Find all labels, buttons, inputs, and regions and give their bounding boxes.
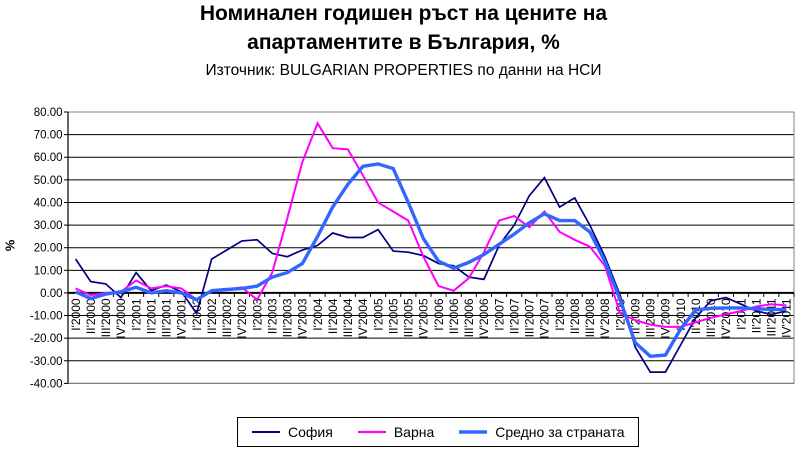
- x-tick-label: II'2002: [205, 298, 219, 334]
- x-tick-label: IV'2003: [296, 298, 310, 339]
- x-tick-label: IV'2001: [175, 298, 189, 339]
- x-tick-label: III'2004: [341, 298, 355, 337]
- y-axis-title: %: [2, 239, 18, 252]
- x-tick-label: II'2008: [568, 298, 582, 334]
- x-tick-label: I'2004: [311, 298, 325, 331]
- x-tick-label: IV'2007: [538, 298, 552, 339]
- x-tick-label: I'2001: [129, 298, 143, 331]
- legend-label-varna: Варна: [393, 424, 435, 440]
- y-tick-label: 80.00: [34, 107, 63, 119]
- x-tick-label: II'2004: [326, 298, 340, 334]
- x-tick-label: III'2003: [281, 298, 295, 337]
- x-tick-label: I'2005: [371, 298, 385, 331]
- y-tick-label: 70.00: [34, 130, 63, 142]
- x-tick-label: I'2008: [553, 298, 567, 331]
- y-tick-label: -30.00: [30, 356, 63, 368]
- x-tick-label: III'2008: [583, 298, 597, 337]
- x-tick-label: III'2009: [644, 298, 658, 337]
- y-tick-label: 0.00: [40, 288, 62, 300]
- y-tick-label: -40.00: [30, 378, 63, 390]
- series-line-Средно за страната: [74, 162, 787, 359]
- x-tick-label: II'2009: [628, 298, 642, 334]
- x-tick-label: II'2007: [507, 298, 521, 334]
- legend-label-sofia: София: [288, 424, 333, 440]
- x-tick-label: III'2002: [220, 298, 234, 337]
- x-tick-label: IV'2006: [477, 298, 491, 339]
- x-tick-label: I'2000: [69, 298, 83, 331]
- x-tick-label: IV'2002: [235, 298, 249, 339]
- x-tick-label: II'2003: [265, 298, 279, 334]
- x-tick-label: III'2007: [523, 298, 537, 337]
- x-tick-label: II'2011: [749, 298, 763, 333]
- y-tick-label: 60.00: [34, 152, 63, 164]
- chart-subtitle: Източник: BULGARIAN PROPERTIES по данни …: [205, 62, 602, 79]
- y-tick-label: 40.00: [34, 197, 63, 209]
- x-tick-label: III'2005: [402, 298, 416, 337]
- y-tick-label: 30.00: [34, 220, 63, 232]
- chart-title-line1: Номинален годишен ръст на цените на: [199, 2, 608, 25]
- x-tick-label: IV'2000: [114, 298, 128, 339]
- legend-swatch-sofia: [252, 431, 280, 433]
- legend-item-varna: Варна: [357, 424, 434, 440]
- legend-swatch-average: [459, 430, 488, 434]
- x-tick-label: I'2006: [432, 298, 446, 331]
- x-tick-label: IV'2008: [598, 298, 612, 339]
- legend-swatch-varna: [357, 430, 386, 434]
- y-tick-label: -20.00: [30, 333, 63, 345]
- x-tick-label: III'2000: [99, 298, 113, 337]
- x-tick-label: II'2005: [386, 298, 400, 334]
- y-tick-label: 10.00: [34, 265, 63, 277]
- x-tick-label: III'2001: [160, 298, 174, 337]
- y-tick-label: 50.00: [34, 175, 63, 187]
- x-tick-label: III'2006: [462, 298, 476, 337]
- y-tick-label: -10.00: [30, 311, 63, 323]
- legend-item-average: Средно за страната: [458, 424, 625, 440]
- x-tick-label: IV'2010: [719, 298, 733, 339]
- legend-item-sofia: София: [251, 424, 333, 440]
- legend: София Варна Средно за страната: [237, 417, 639, 447]
- x-tick-label: I'2003: [250, 298, 264, 331]
- x-tick-label: IV'2004: [356, 298, 370, 339]
- x-tick-label: IV'2009: [659, 298, 673, 339]
- legend-label-average: Средно за страната: [495, 424, 625, 440]
- x-tick-label: II'2001: [144, 298, 158, 334]
- x-tick-label: II'2000: [84, 298, 98, 334]
- x-tick-label: IV'2005: [417, 298, 431, 339]
- series-line-София: [74, 176, 787, 373]
- x-tick-label: II'2006: [447, 298, 461, 334]
- y-tick-label: 20.00: [34, 243, 63, 255]
- x-tick-label: I'2007: [492, 298, 506, 331]
- chart-title-line2: апартаментите в България, %: [247, 31, 560, 54]
